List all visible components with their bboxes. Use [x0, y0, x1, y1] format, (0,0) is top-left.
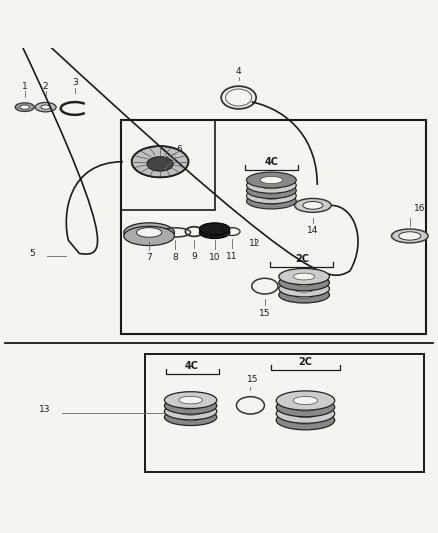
Ellipse shape	[293, 403, 318, 411]
Text: 15: 15	[247, 375, 258, 384]
Ellipse shape	[164, 398, 217, 414]
Ellipse shape	[279, 274, 329, 291]
Ellipse shape	[293, 397, 318, 405]
Ellipse shape	[164, 403, 217, 420]
Ellipse shape	[276, 398, 335, 417]
Ellipse shape	[164, 392, 217, 408]
Ellipse shape	[35, 102, 56, 112]
Ellipse shape	[247, 188, 296, 204]
Ellipse shape	[164, 409, 217, 425]
Ellipse shape	[124, 227, 174, 246]
Text: 4C: 4C	[185, 361, 199, 371]
Ellipse shape	[199, 223, 230, 235]
Ellipse shape	[279, 287, 329, 303]
Ellipse shape	[147, 157, 173, 171]
Ellipse shape	[293, 292, 315, 298]
Ellipse shape	[276, 410, 335, 430]
Text: 4: 4	[236, 67, 241, 76]
Text: 4C: 4C	[265, 157, 279, 167]
Ellipse shape	[199, 227, 230, 239]
Ellipse shape	[279, 269, 329, 285]
Text: 13: 13	[39, 405, 51, 414]
Ellipse shape	[399, 232, 421, 240]
Ellipse shape	[247, 177, 296, 193]
Ellipse shape	[179, 402, 202, 409]
Ellipse shape	[179, 397, 202, 404]
Ellipse shape	[41, 105, 50, 109]
Text: 11: 11	[226, 252, 238, 261]
Ellipse shape	[260, 197, 283, 205]
Text: 6: 6	[177, 145, 182, 154]
Ellipse shape	[260, 187, 283, 194]
Ellipse shape	[15, 103, 34, 111]
Text: 2C: 2C	[295, 254, 309, 264]
Ellipse shape	[132, 146, 188, 177]
Ellipse shape	[293, 279, 315, 286]
Text: 14: 14	[307, 227, 318, 236]
Ellipse shape	[303, 201, 323, 209]
Ellipse shape	[294, 198, 331, 212]
Text: 10: 10	[209, 253, 220, 262]
Ellipse shape	[293, 285, 315, 292]
Ellipse shape	[392, 229, 428, 243]
Ellipse shape	[247, 172, 296, 188]
Text: 7: 7	[146, 253, 152, 262]
Ellipse shape	[276, 404, 335, 423]
Text: 15: 15	[259, 309, 271, 318]
Ellipse shape	[293, 409, 318, 418]
Ellipse shape	[20, 105, 29, 109]
Text: 16: 16	[414, 204, 426, 213]
Ellipse shape	[293, 273, 315, 280]
Ellipse shape	[260, 192, 283, 199]
Ellipse shape	[179, 408, 202, 415]
Ellipse shape	[293, 416, 318, 424]
Text: 3: 3	[72, 78, 78, 87]
Ellipse shape	[260, 182, 283, 189]
Text: 1: 1	[22, 82, 28, 91]
Text: 9: 9	[191, 252, 197, 261]
Ellipse shape	[260, 176, 283, 184]
Ellipse shape	[179, 414, 202, 421]
Text: 12: 12	[249, 239, 261, 248]
Text: 2: 2	[43, 82, 49, 91]
Ellipse shape	[247, 193, 296, 209]
Ellipse shape	[279, 281, 329, 297]
Text: 2C: 2C	[298, 357, 312, 367]
Ellipse shape	[276, 391, 335, 410]
Text: 5: 5	[29, 249, 35, 258]
Ellipse shape	[124, 223, 174, 242]
Text: 8: 8	[173, 253, 178, 262]
Ellipse shape	[137, 228, 162, 237]
Ellipse shape	[247, 183, 296, 198]
